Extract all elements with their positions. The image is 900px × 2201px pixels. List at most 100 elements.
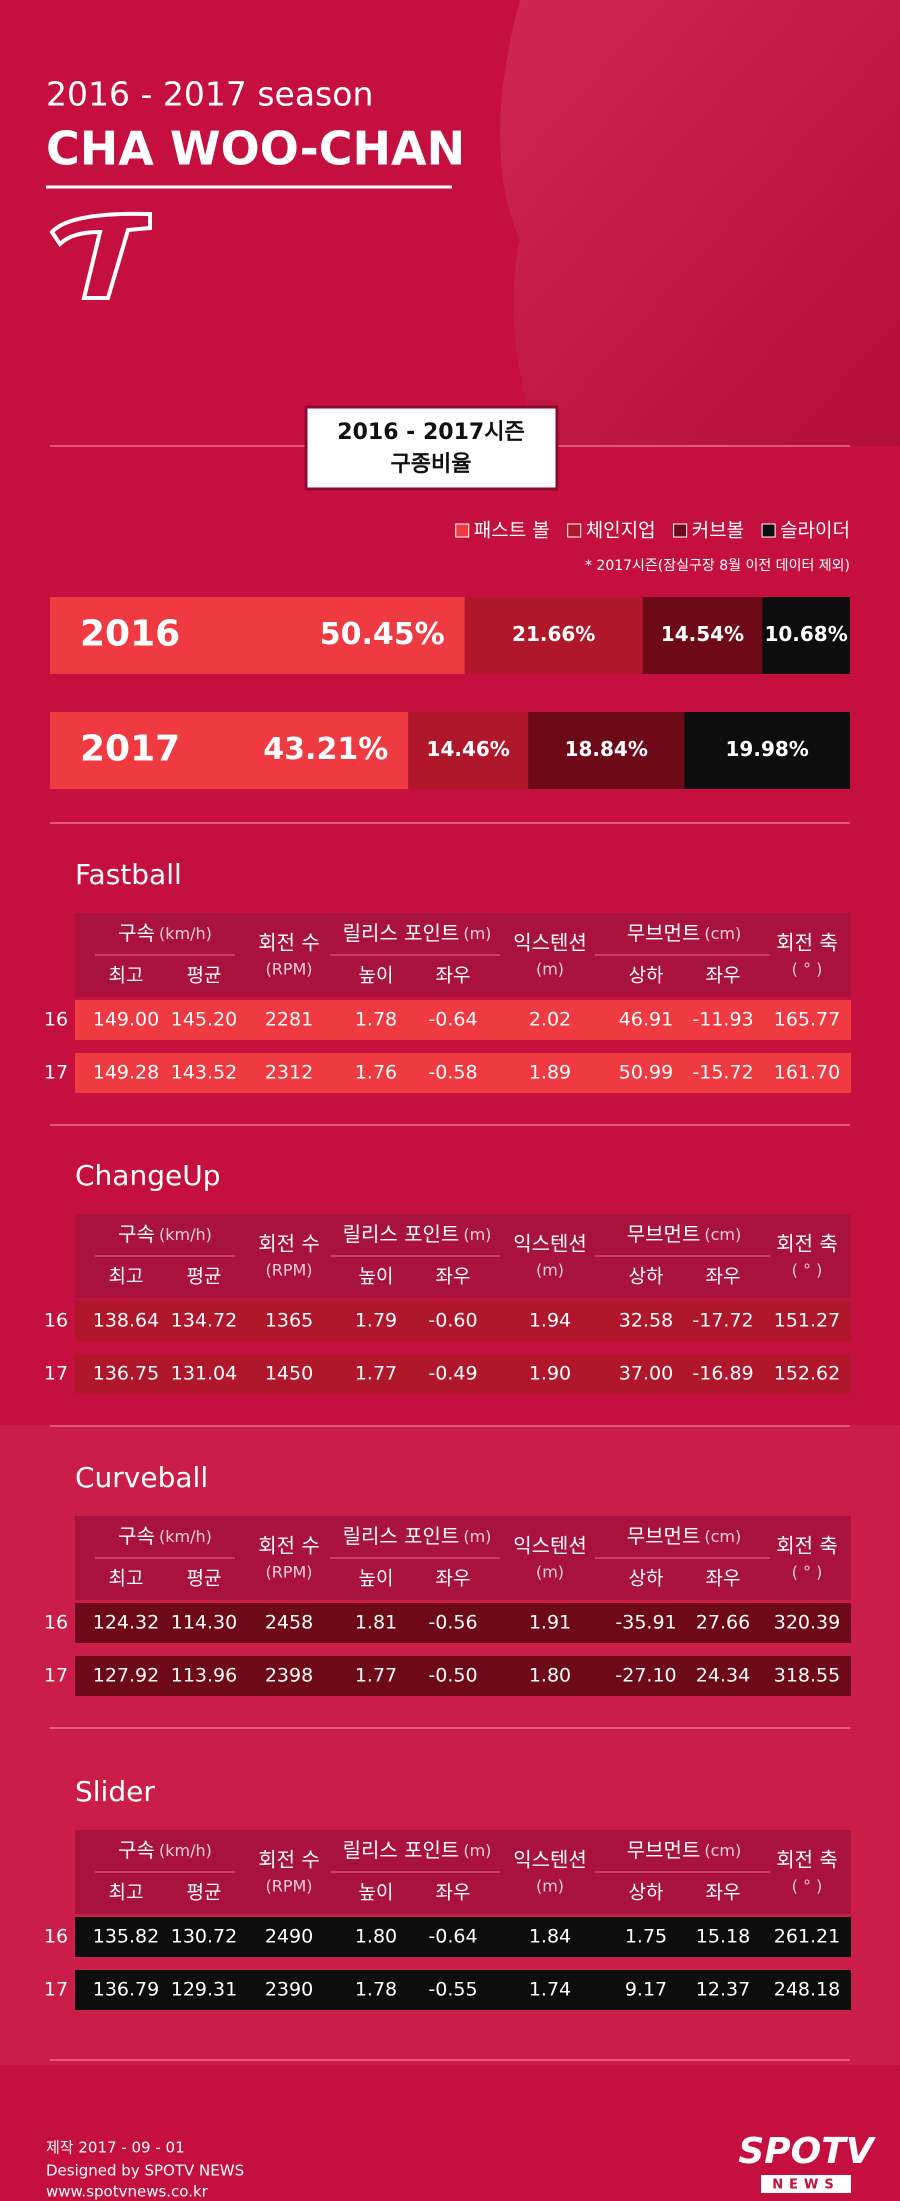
table-cell: 1.76	[355, 1062, 397, 1084]
header-label: 회전 축	[776, 1848, 838, 1872]
table-cell: 1.91	[529, 1612, 571, 1634]
season-label: 17	[44, 1363, 68, 1385]
legend-label: 커브볼	[692, 520, 744, 542]
year-label: 2017	[80, 729, 180, 770]
header-label: 무브먼트 (cm)	[627, 921, 741, 945]
header-label: 익스텐션	[513, 931, 587, 955]
legend-swatch	[673, 523, 688, 538]
table-cell: 261.21	[774, 1926, 840, 1948]
header-unit: (km/h)	[159, 1225, 212, 1244]
footer-designer: Designed by SPOTV NEWS	[46, 2162, 244, 2180]
bar-label: 18.84%	[565, 737, 648, 761]
header-text: 구속	[118, 1222, 155, 1246]
table-cell: 50.99	[619, 1062, 673, 1084]
player-photo	[500, 0, 900, 446]
table-cell: 46.91	[619, 1009, 673, 1031]
table-cell: 1450	[265, 1363, 313, 1385]
header-text: 구속	[118, 1524, 155, 1548]
bar-label: 43.21%	[263, 732, 388, 767]
footer-date: 제작 2017 - 09 - 01	[46, 2139, 185, 2157]
header-text: 무브먼트	[627, 1838, 701, 1862]
table-cell: 2390	[265, 1979, 313, 2001]
legend-swatch	[567, 523, 582, 538]
logo-sub: NEWS	[772, 2178, 839, 2193]
header-label: 무브먼트 (cm)	[627, 1222, 741, 1246]
bar-segment	[642, 597, 763, 674]
bar-label: 14.54%	[661, 622, 744, 646]
header-unit: (m)	[463, 924, 491, 943]
header-label: 상하	[629, 965, 664, 987]
table-cell: 2398	[265, 1665, 313, 1687]
bar-label: 50.45%	[320, 617, 445, 652]
bar-segment	[50, 597, 465, 674]
header-label: 평균	[187, 965, 222, 987]
table-cell: 318.55	[774, 1665, 840, 1687]
bar-segment	[528, 712, 685, 789]
table-cell: -16.89	[692, 1363, 753, 1385]
table-cell: 1.81	[355, 1612, 397, 1634]
table-row	[75, 1603, 851, 1643]
table-cell: -27.10	[615, 1665, 676, 1687]
bar-label: 10.68%	[764, 622, 847, 646]
season: 2016 - 2017 season	[46, 75, 373, 114]
table-row	[75, 1970, 851, 2010]
header-label: 최고	[109, 1882, 144, 1904]
header-unit: ( ° )	[792, 960, 823, 979]
header-label: 릴리스 포인트 (m)	[343, 1222, 492, 1246]
table-cell: -0.49	[428, 1363, 477, 1385]
bar-segment	[762, 597, 850, 674]
table-cell: 151.27	[774, 1310, 840, 1332]
table-cell: -0.60	[428, 1310, 477, 1332]
pitch-name: Fastball	[75, 858, 182, 891]
header-label: 상하	[629, 1882, 664, 1904]
header-label: 평균	[187, 1568, 222, 1590]
table-cell: 1.75	[625, 1926, 667, 1948]
table-cell: -0.64	[428, 1926, 477, 1948]
header-label: 회전 수	[258, 1848, 320, 1872]
bar-segment	[50, 712, 409, 789]
table-cell: 138.64	[93, 1310, 159, 1332]
header-label: 높이	[359, 1882, 394, 1904]
header-label: 구속 (km/h)	[118, 1524, 212, 1548]
bar-segment	[684, 712, 850, 789]
header-label: 릴리스 포인트 (m)	[343, 921, 492, 945]
header-label: 무브먼트 (cm)	[627, 1524, 741, 1548]
table-cell: 2281	[265, 1009, 313, 1031]
header-label: 좌우	[706, 965, 741, 987]
header-label: 회전 수	[258, 1232, 320, 1256]
table-cell: 1365	[265, 1310, 313, 1332]
header-unit: (RPM)	[265, 1877, 312, 1896]
header-unit: (km/h)	[159, 1527, 212, 1546]
header-label: 구속 (km/h)	[118, 921, 212, 945]
table-cell: 1.80	[529, 1665, 571, 1687]
header-text: 무브먼트	[627, 1524, 701, 1548]
table-cell: 129.31	[171, 1979, 237, 2001]
header-label: 최고	[109, 1266, 144, 1288]
table-cell: 1.89	[529, 1062, 571, 1084]
header-label: 좌우	[706, 1266, 741, 1288]
header-label: 평균	[187, 1882, 222, 1904]
table-cell: 124.32	[93, 1612, 159, 1634]
pitch-name: Slider	[75, 1775, 155, 1808]
table-cell: 135.82	[93, 1926, 159, 1948]
team-logo	[49, 211, 152, 300]
header-label: 무브먼트 (cm)	[627, 1838, 741, 1862]
table-cell: 1.77	[355, 1363, 397, 1385]
table-cell: 2.02	[529, 1009, 571, 1031]
legend-swatch	[761, 523, 776, 538]
table-cell: -15.72	[692, 1062, 753, 1084]
header-unit: (m)	[463, 1225, 491, 1244]
header-label: 높이	[359, 1568, 394, 1590]
header-label: 좌우	[706, 1882, 741, 1904]
header-unit: (m)	[463, 1841, 491, 1860]
table-cell: 131.04	[171, 1363, 237, 1385]
table-cell: 2458	[265, 1612, 313, 1634]
header-label: 좌우	[436, 1266, 471, 1288]
header-label: 좌우	[436, 1568, 471, 1590]
header-text: 릴리스 포인트	[343, 1222, 460, 1246]
table-cell: 1.74	[529, 1979, 571, 2001]
header-label: 회전 수	[258, 1534, 320, 1558]
header-label: 좌우	[706, 1568, 741, 1590]
header-label: 회전 축	[776, 1534, 838, 1558]
table-cell: 1.79	[355, 1310, 397, 1332]
